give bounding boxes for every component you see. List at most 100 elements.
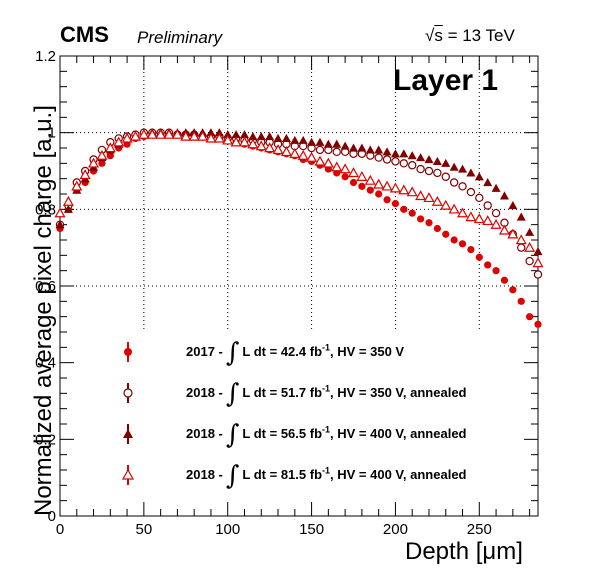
data-point-2017 (526, 313, 534, 321)
data-point-2018b (206, 128, 216, 137)
data-point-2018b (340, 141, 350, 150)
data-point-2018c (155, 128, 167, 139)
data-point-2017 (467, 245, 475, 254)
data-point-2018c (113, 136, 125, 147)
data-point-2018b (424, 155, 434, 164)
data-point-2018b (474, 172, 484, 181)
data-point-2018c (515, 234, 527, 245)
data-point-2017 (391, 199, 400, 208)
data-point-2018a (525, 256, 534, 266)
data-point-2017 (517, 297, 525, 305)
data-point-2018c (507, 228, 519, 239)
data-point-2018c (364, 174, 376, 185)
data-point-2017 (408, 209, 416, 217)
data-point-2017 (341, 173, 349, 181)
data-point-2018c (71, 180, 83, 191)
data-point-2018c (406, 186, 418, 197)
data-point-2018a (517, 243, 526, 252)
data-point-2018a (491, 208, 501, 218)
x-tick-label: 250 (467, 521, 492, 538)
legend-conditions: , HV = 350 V (330, 344, 405, 359)
energy-label: √s = 13 TeV (425, 26, 515, 45)
data-point-2017 (458, 240, 467, 248)
legend-luminosity: L dt = 56.5 fb (242, 426, 323, 441)
data-point-2018c (121, 132, 133, 143)
y-tick-label: 0.2 (35, 431, 56, 448)
data-point-2018c (306, 151, 318, 162)
y-axis-label: Normalized average pixel charge [a.u.] (30, 105, 57, 516)
data-point-2018a (382, 155, 392, 164)
legend-marker-2018c (121, 468, 135, 480)
data-point-2017 (433, 224, 441, 233)
x-tick-label: 50 (136, 521, 153, 538)
data-point-2018a (433, 168, 442, 178)
y-tick-label: 0.4 (35, 355, 56, 372)
data-point-2018b (365, 145, 375, 154)
data-point-2018b (458, 164, 468, 173)
data-point-2018b (416, 153, 426, 162)
data-point-2018c (415, 190, 427, 201)
y-tick-label: 0.8 (35, 201, 56, 218)
legend-luminosity: L dt = 42.4 fb (242, 344, 323, 359)
data-point-2017 (475, 253, 483, 261)
experiment-label: CMS (60, 22, 109, 47)
data-point-2018c (490, 218, 502, 229)
panel-label: Layer 1 (393, 64, 499, 97)
data-point-2018c (255, 140, 267, 151)
data-point-2017 (349, 178, 358, 187)
data-point-2018a (449, 178, 459, 187)
data-point-2018b (449, 162, 459, 171)
legend-entry: 2018 - ∫ L dt = 81.5 fb-1, HV = 400 V, ann… (186, 461, 467, 491)
data-point-2018c (440, 199, 452, 210)
data-point-2018c (465, 211, 477, 222)
data-point-2018c (280, 146, 292, 157)
data-point-2017 (534, 320, 542, 328)
data-point-2018c (448, 203, 460, 214)
data-point-2018b (491, 183, 501, 192)
y-tick-label: 0 (48, 508, 56, 525)
data-point-2018b (432, 156, 442, 166)
data-point-2018c (79, 169, 91, 180)
legend-entry: 2017 - ∫ L dt = 42.4 fb-1, HV = 350 V (186, 338, 404, 368)
data-point-2018b (231, 130, 241, 139)
data-point-2018c (289, 148, 301, 158)
data-point-2018b (441, 158, 451, 167)
legend-markers (121, 342, 135, 485)
axes: 0 50 100 150 200 250 0 0.2 0.4 0.6 0.8 1 1.2 (35, 48, 539, 538)
data-point-2018c (205, 132, 217, 143)
data-point-2018b (399, 149, 409, 158)
data-point-2018c (62, 195, 74, 206)
data-point-2018c (222, 134, 234, 145)
legend-entry: 2018 - ∫ L dt = 56.5 fb-1, HV = 400 V, ann… (186, 420, 467, 450)
data-point-2018a (374, 153, 383, 162)
integral-symbol: ∫ (225, 379, 240, 409)
x-tick-label: 100 (215, 521, 240, 538)
data-point-2017 (484, 261, 492, 269)
data-point-2018c (498, 224, 510, 235)
data-point-2018b (499, 191, 509, 200)
y-tick-label: 1.2 (35, 48, 56, 65)
data-point-2018b (382, 147, 392, 156)
data-point-2018c (473, 213, 485, 224)
data-point-2018c (373, 178, 385, 189)
data-point-2017 (509, 286, 517, 294)
data-point-2018a (391, 157, 400, 166)
data-point-2017 (383, 196, 391, 204)
data-point-2018b (281, 133, 291, 143)
data-point-2018b (357, 143, 367, 152)
x-tick-label: 200 (383, 521, 408, 538)
data-point-2018c (389, 182, 401, 193)
legend-conditions: , HV = 350 V, annealed (330, 385, 467, 400)
data-point-2018a (533, 270, 543, 279)
data-point-2018a (441, 172, 450, 181)
data-points (54, 128, 544, 328)
data-point-2018c (423, 192, 435, 203)
data-point-2018c (163, 128, 175, 139)
legend-entry: 2018 - ∫ L dt = 51.7 fb-1, HV = 350 V, ann… (186, 379, 467, 409)
data-point-2017 (425, 219, 433, 227)
data-point-2018c (171, 128, 183, 139)
data-point-2018c (247, 138, 259, 149)
energy-value: = 13 TeV (447, 26, 515, 45)
data-point-2017 (500, 276, 509, 284)
integral-symbol: ∫ (225, 461, 240, 491)
